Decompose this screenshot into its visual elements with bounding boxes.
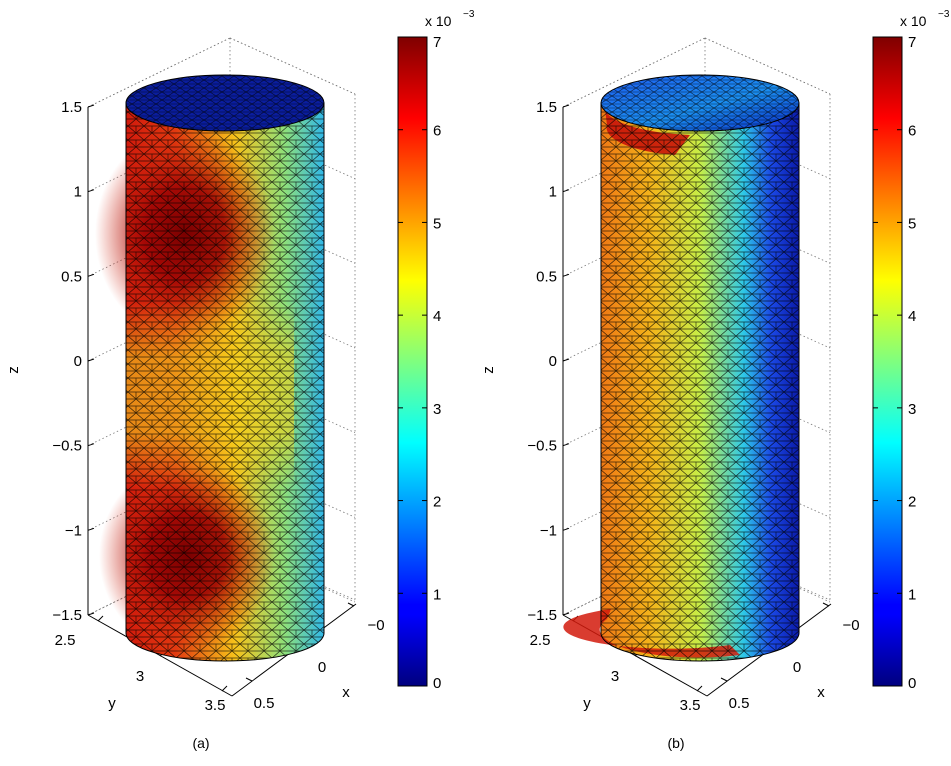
colorbar-tick-label: 7: [433, 34, 441, 51]
colorbar-tick-label: 5: [433, 215, 441, 232]
z-tick-label: 0.5: [536, 268, 557, 285]
x-tick-label: 0: [793, 659, 801, 676]
z-tick: [563, 105, 569, 107]
z-tick-label: −0.5: [527, 438, 557, 455]
x-tick: [348, 603, 354, 606]
x-tick-label: −0: [842, 617, 859, 634]
z-tick-label: 0: [74, 353, 82, 370]
y-tick-label: 3.5: [205, 697, 226, 714]
z-tick: [563, 190, 569, 192]
colorbar-tick-label: 5: [908, 215, 916, 232]
z-tick-label: −0.5: [52, 438, 82, 455]
colorbar: [398, 37, 427, 686]
z-tick: [88, 274, 94, 276]
x-tick-label: 0.5: [729, 695, 750, 712]
cylinder-surface: [95, 75, 324, 661]
z-tick: [563, 613, 569, 615]
z-tick-label: −1: [540, 522, 557, 539]
z-tick: [563, 444, 569, 446]
cylinder-surface: [563, 75, 799, 661]
colorbar-tick-label: 3: [908, 401, 916, 418]
colorbar-tick-label: 4: [433, 308, 441, 325]
y-tick-label: 3.5: [680, 697, 701, 714]
y-tick-label: 3: [136, 668, 144, 685]
mesh-side: [126, 103, 324, 661]
y-tick: [222, 686, 227, 691]
x-axis-label: x: [817, 684, 825, 701]
colorbar-tick-label: 4: [908, 308, 916, 325]
colorbar-tick-label: 1: [433, 586, 441, 603]
colorbar-tick-label: 1: [908, 586, 916, 603]
panel-a: 1.510.50−0.5−1−1.5z2.533.5y 0.50−0x012345…: [5, 9, 475, 751]
z-tick-label: −1.5: [52, 607, 82, 624]
colorbar-exponent: −3: [938, 9, 950, 20]
x-tick: [721, 678, 727, 681]
x-tick-label: 0.5: [254, 695, 275, 712]
x-tick-label: 0: [318, 659, 326, 676]
z-tick: [563, 528, 569, 530]
z-tick: [88, 359, 94, 361]
x-axis-label: x: [342, 684, 350, 701]
colorbar-tick-label: 6: [433, 123, 441, 140]
mesh-side: [601, 103, 799, 661]
panel-caption: (b): [667, 735, 684, 751]
x-tick: [246, 678, 252, 681]
z-tick-label: 1: [74, 184, 82, 201]
z-tick-label: −1: [65, 522, 82, 539]
colorbar: [873, 37, 902, 686]
z-tick-label: 0: [549, 353, 557, 370]
colorbar-exponent-label: x 10: [425, 13, 452, 29]
z-tick: [88, 105, 94, 107]
colorbar-exponent-label: x 10: [900, 13, 927, 29]
colorbar-tick-label: 7: [908, 34, 916, 51]
colorbar-tick-label: 0: [433, 675, 441, 692]
y-tick-label: 3: [611, 668, 619, 685]
y-tick: [98, 616, 103, 621]
y-axis-label: y: [108, 695, 116, 712]
colorbar-tick-label: 2: [433, 494, 441, 511]
z-tick: [88, 444, 94, 446]
z-tick: [88, 190, 94, 192]
z-tick-label: 1: [549, 184, 557, 201]
z-tick: [88, 528, 94, 530]
panel-caption: (a): [192, 735, 209, 751]
y-axis-label: y: [583, 695, 591, 712]
y-tick-label: 2.5: [55, 632, 76, 649]
y-tick-label: 2.5: [530, 632, 551, 649]
z-tick-label: 1.5: [61, 99, 82, 116]
colorbar-exponent: −3: [463, 9, 475, 20]
z-tick-label: 0.5: [61, 268, 82, 285]
x-tick-label: −0: [367, 617, 384, 634]
panel-b: 1.510.50−0.5−1−1.5z2.533.5y 0.50−0x012345…: [480, 9, 950, 751]
colorbar-tick-label: 2: [908, 494, 916, 511]
z-tick-label: −1.5: [527, 607, 557, 624]
colorbar-tick-label: 6: [908, 123, 916, 140]
z-tick: [88, 613, 94, 615]
x-tick: [823, 603, 829, 606]
colorbar-tick-label: 0: [908, 675, 916, 692]
z-tick-label: 1.5: [536, 99, 557, 116]
colorbar-tick-label: 3: [433, 401, 441, 418]
z-tick: [563, 359, 569, 361]
z-axis-label: z: [5, 366, 22, 374]
z-tick: [563, 274, 569, 276]
y-tick: [697, 686, 702, 691]
z-axis-label: z: [480, 366, 497, 374]
